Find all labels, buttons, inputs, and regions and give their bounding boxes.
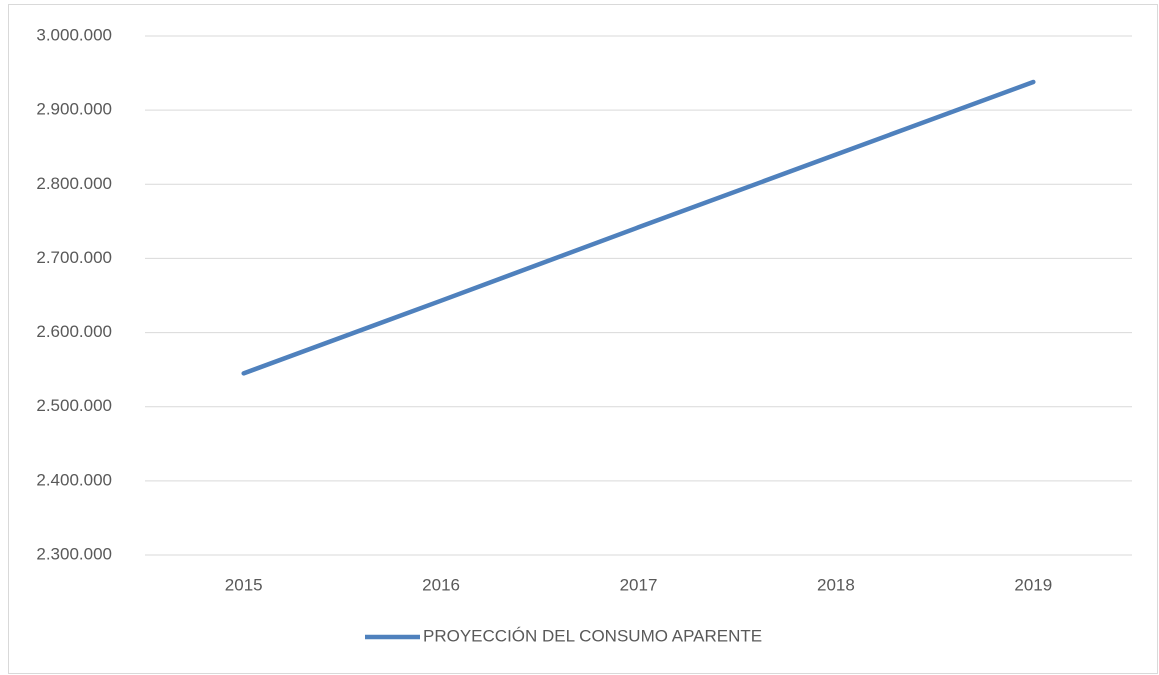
x-tick-label: 2019: [1014, 575, 1052, 594]
x-tick-label: 2018: [817, 575, 855, 594]
y-tick-label: 2.800.000: [36, 174, 112, 193]
y-tick-label: 3.000.000: [36, 25, 112, 44]
legend-label: PROYECCIÓN DEL CONSUMO APARENTE: [423, 626, 762, 645]
x-tick-label: 2015: [225, 575, 263, 594]
line-series: [241, 79, 1036, 376]
chart-border: [8, 4, 1158, 674]
x-tick-label: 2016: [422, 575, 460, 594]
x-tick-label: 2017: [620, 575, 658, 594]
y-tick-label: 2.700.000: [36, 248, 112, 267]
y-tick-label: 2.400.000: [36, 470, 112, 489]
y-tick-label: 2.900.000: [36, 100, 112, 119]
y-tick-label: 2.500.000: [36, 396, 112, 415]
y-tick-label: 2.600.000: [36, 322, 112, 341]
y-tick-label: 2.300.000: [36, 544, 112, 563]
